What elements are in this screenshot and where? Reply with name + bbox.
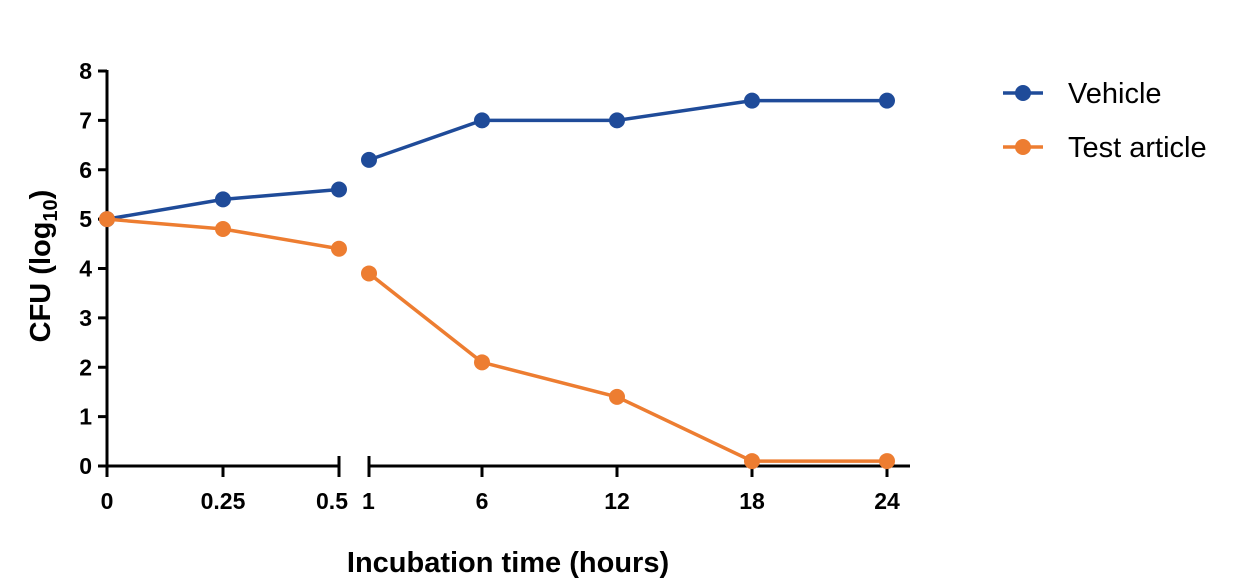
y-axis-title-main: CFU (log (25, 222, 57, 343)
data-point (609, 388, 625, 405)
y-tick-label: 6 (79, 157, 92, 183)
x-tick-label: 12 (604, 488, 630, 514)
series-line-right (368, 98, 887, 162)
data-point (331, 240, 347, 257)
data-point (879, 453, 895, 470)
series-layer (99, 92, 895, 470)
data-point (215, 221, 231, 237)
y-tick-label: 0 (79, 453, 92, 479)
data-point (331, 181, 347, 198)
x-tick-label: 24 (874, 488, 900, 514)
data-point (474, 354, 490, 371)
x-axis-title: Incubation time (hours) (347, 547, 669, 579)
y-axis-title: CFU (log10) (25, 190, 62, 343)
y-tick-label: 3 (79, 305, 92, 331)
y-axis-title-close: ) (25, 190, 57, 200)
data-point (474, 112, 490, 129)
legend-label: Test article (1068, 132, 1207, 164)
y-tick-label: 7 (79, 107, 92, 133)
legend-entry-1: Test article (1003, 132, 1207, 164)
series-0 (99, 92, 895, 228)
data-point (361, 151, 377, 168)
legend: Vehicle Test article (1003, 78, 1207, 164)
x-tick-label: 1 (362, 488, 375, 514)
x-tick-label: 0 (101, 488, 114, 514)
y-axis-title-subscript: 10 (40, 199, 62, 221)
data-point (879, 92, 895, 109)
y-tick-label: 5 (79, 206, 92, 232)
x-tick-label: 0.5 (316, 488, 348, 514)
y-tick-label: 8 (79, 58, 92, 84)
x-tick-label: 18 (739, 488, 765, 514)
series-1 (99, 211, 895, 470)
x-tick-label: 0.25 (201, 488, 246, 514)
data-point (609, 112, 625, 129)
legend-entry-0: Vehicle (1003, 78, 1162, 110)
data-point (744, 453, 760, 470)
legend-marker (1015, 139, 1031, 155)
data-point (99, 211, 115, 228)
data-point (215, 191, 231, 208)
y-tick-label: 1 (79, 404, 92, 430)
y-tick-label: 2 (79, 354, 92, 380)
data-point (744, 92, 760, 109)
series-line-right (367, 272, 887, 463)
data-point (361, 265, 377, 282)
y-tick-label: 4 (79, 256, 92, 282)
legend-label: Vehicle (1068, 78, 1162, 110)
legend-marker (1015, 85, 1031, 101)
x-tick-label: 6 (476, 488, 489, 514)
